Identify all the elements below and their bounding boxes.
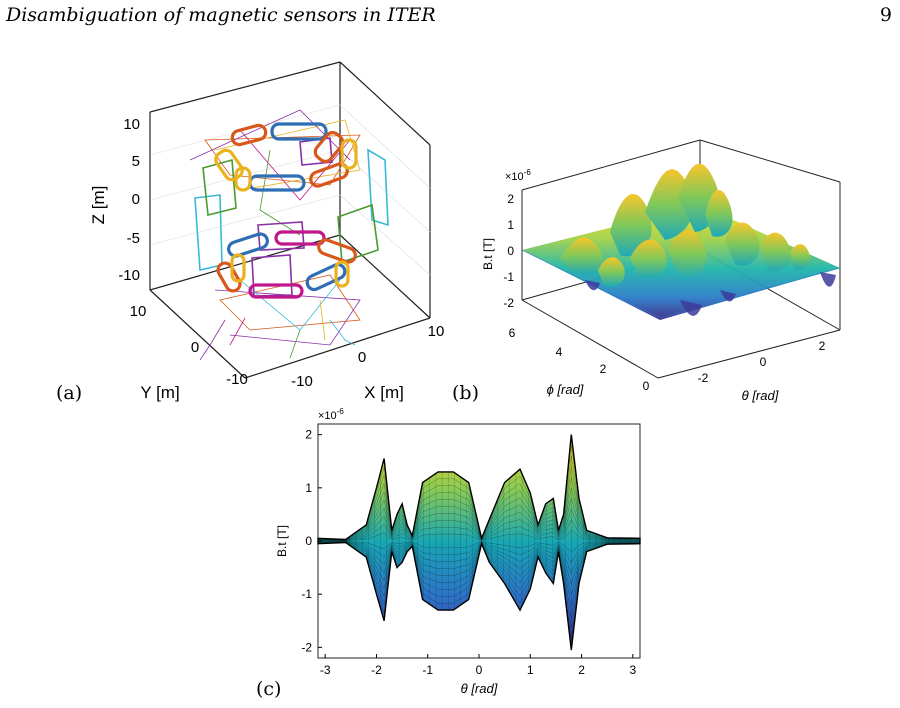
c-x-tick-label: 1 [527, 663, 534, 677]
coil-loop [257, 221, 305, 251]
envelope-mesh-line [317, 541, 641, 564]
c-x-tick-label: -3 [320, 663, 331, 677]
phi-tick: 2 [600, 362, 607, 376]
c-x-tick-label: -1 [422, 663, 433, 677]
phi-tick: 4 [556, 345, 563, 359]
theta-tick: 0 [760, 355, 767, 369]
c-x-tick-label: 2 [578, 663, 585, 677]
c-x-tick-label: 0 [476, 663, 483, 677]
coil-loop [194, 194, 223, 271]
z-axis-label: Z [m] [89, 186, 108, 225]
panel-c-ylabel: B.t [T] [275, 525, 289, 557]
running-header-title: Disambiguation of magnetic sensors in IT… [6, 4, 436, 26]
y-tick: 10 [130, 303, 147, 320]
x-tick: 10 [428, 323, 445, 340]
c-y-tick-label: 2 [305, 428, 312, 442]
panel-c-exponent: ×10-6 [318, 407, 344, 422]
panel-a-figure: 10 5 0 -5 -10 Z [m] 10 0 -10 Y [m] -10 0… [89, 61, 445, 402]
coil-loop [251, 254, 293, 297]
bz-tick: 0 [507, 244, 514, 258]
z-tick: 10 [123, 116, 140, 133]
coil-loop [270, 122, 328, 141]
phi-tick: 6 [509, 326, 516, 340]
coil-loop [216, 261, 242, 293]
x-axis-label: X [m] [364, 383, 404, 402]
envelope-mesh-line [317, 519, 641, 541]
z-tick: -5 [127, 230, 140, 247]
coil-loop [274, 230, 326, 246]
bz-tick: -2 [503, 296, 514, 310]
envelope-mesh-line [317, 445, 641, 540]
y-tick: 0 [191, 339, 199, 356]
panel-b-phi-label: ϕ [rad] [547, 382, 584, 397]
coil-loop [202, 158, 237, 216]
c-y-tick-label: -2 [301, 640, 312, 654]
theta-tick: -2 [698, 371, 709, 385]
envelope-mesh-line [317, 508, 641, 541]
surface-peaks [560, 163, 811, 288]
envelope-mesh-line [317, 530, 640, 541]
c-x-tick-label: 3 [629, 663, 636, 677]
panel-c-label: (c) [256, 678, 282, 700]
coil-loop [317, 238, 357, 264]
z-tick: 0 [132, 191, 140, 208]
c-y-tick-label: -1 [301, 587, 312, 601]
panel-b-figure: ×10-6 2 1 0 -1 -2 B.t [T] 6 4 2 0 ϕ [rad… [481, 139, 841, 403]
coil-loop [234, 166, 252, 192]
coil-loop [248, 283, 304, 299]
x-tick: -10 [291, 373, 313, 390]
coil-loop [305, 262, 347, 292]
y-tick: -10 [226, 371, 248, 388]
bz-tick: -1 [503, 270, 514, 284]
z-tick: -10 [118, 267, 140, 284]
bz-tick: 2 [507, 192, 514, 206]
panel-b-label: (b) [452, 382, 479, 404]
c-x-tick-label: -2 [371, 663, 382, 677]
page-number: 9 [879, 4, 892, 26]
coil-loop [334, 260, 350, 288]
x-tick: 0 [358, 349, 366, 366]
coil-loop [230, 123, 268, 147]
coil-loop [230, 253, 246, 283]
c-y-tick-label: 1 [305, 481, 312, 495]
panel-b-theta-label: θ [rad] [742, 388, 779, 403]
theta-tick: 2 [819, 339, 826, 353]
envelope-mesh-line [317, 541, 640, 553]
panel-b-exponent: ×10-6 [505, 168, 531, 183]
panel-a-label: (a) [56, 382, 83, 404]
z-tick: 5 [132, 153, 140, 170]
coil-loop [313, 130, 345, 164]
panel-c-xlabel: θ [rad] [461, 681, 498, 696]
panel-b-zlabel: B.t [T] [481, 238, 495, 270]
envelope-mesh-line [317, 542, 641, 640]
y-axis-label: Y [m] [140, 383, 179, 402]
phi-tick: 0 [643, 379, 650, 393]
envelope-mesh-line [317, 541, 641, 575]
coil-loop [227, 232, 269, 258]
bz-tick: 1 [507, 218, 514, 232]
coil-loop [214, 148, 244, 182]
coil-loop [337, 203, 379, 264]
panel-c-figure: ×10-6 2 1 0 -1 -2 B.t [T] -3 -2 -1 0 1 2 3 θ [rad] [275, 407, 641, 696]
coil-loop [367, 148, 389, 227]
envelope-area [317, 434, 641, 651]
c-y-tick-label: 0 [305, 534, 312, 548]
coil-loop [340, 138, 358, 170]
